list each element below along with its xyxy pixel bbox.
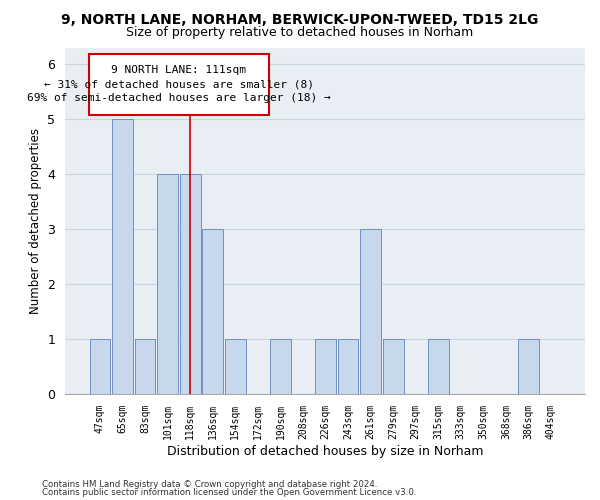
Text: Size of property relative to detached houses in Norham: Size of property relative to detached ho… (127, 26, 473, 39)
Bar (225, 339, 245, 394)
Bar (315, 339, 336, 394)
Bar (89, 339, 110, 394)
Bar (383, 339, 404, 394)
Bar (112, 119, 133, 394)
X-axis label: Distribution of detached houses by size in Norham: Distribution of detached houses by size … (167, 444, 483, 458)
Bar (360, 229, 381, 394)
Bar (157, 174, 178, 394)
Text: Contains HM Land Registry data © Crown copyright and database right 2024.: Contains HM Land Registry data © Crown c… (42, 480, 377, 489)
Bar (338, 339, 358, 394)
Text: Contains public sector information licensed under the Open Government Licence v3: Contains public sector information licen… (42, 488, 416, 497)
FancyBboxPatch shape (89, 54, 269, 114)
Text: 9, NORTH LANE, NORHAM, BERWICK-UPON-TWEED, TD15 2LG: 9, NORTH LANE, NORHAM, BERWICK-UPON-TWEE… (61, 12, 539, 26)
Text: 9 NORTH LANE: 111sqm
← 31% of detached houses are smaller (8)
69% of semi-detach: 9 NORTH LANE: 111sqm ← 31% of detached h… (27, 66, 331, 104)
Bar (135, 339, 155, 394)
Y-axis label: Number of detached properties: Number of detached properties (29, 128, 42, 314)
Bar (270, 339, 291, 394)
Bar (202, 229, 223, 394)
Bar (428, 339, 449, 394)
Bar (180, 174, 200, 394)
Bar (518, 339, 539, 394)
